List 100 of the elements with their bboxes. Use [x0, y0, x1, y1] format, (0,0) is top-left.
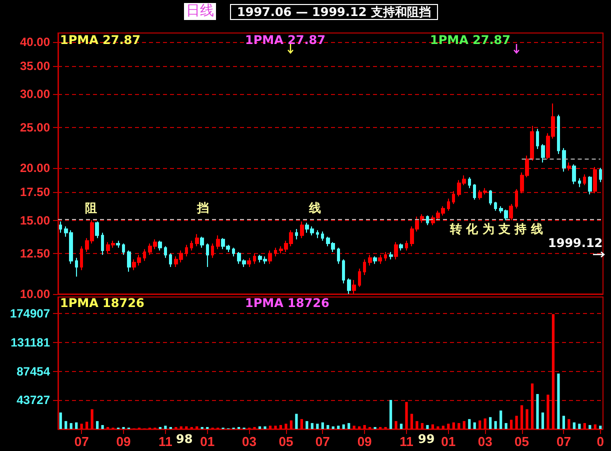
- candlestick: [452, 190, 455, 205]
- x-tick-label: 11: [400, 434, 414, 449]
- bar: [599, 426, 602, 429]
- bar: [426, 425, 429, 429]
- bar: [75, 422, 78, 429]
- candlestick: [337, 247, 340, 264]
- candlestick: [384, 251, 387, 262]
- bar: [578, 424, 581, 429]
- bar: [546, 394, 550, 429]
- bar: [264, 426, 266, 429]
- candlestick: [494, 201, 497, 212]
- bar: [310, 423, 314, 429]
- candlestick: [211, 243, 214, 258]
- bar: [279, 425, 282, 429]
- chart-subtitle: 日线: [184, 3, 216, 20]
- bar: [64, 421, 68, 429]
- bar: [458, 423, 460, 429]
- x-tick-label: 07: [556, 434, 571, 449]
- x-tick-label: 07: [74, 434, 89, 449]
- candlestick: [368, 254, 372, 266]
- bar: [416, 421, 418, 429]
- x-tick-label: 09: [357, 434, 372, 449]
- bar: [326, 425, 330, 429]
- candlestick: [253, 252, 256, 264]
- bar: [405, 402, 408, 429]
- candlestick: [405, 240, 408, 252]
- candlestick: [567, 162, 571, 172]
- candlestick: [399, 243, 403, 252]
- candlestick: [541, 144, 545, 164]
- y-tick-label: 35.00: [20, 59, 50, 74]
- candlestick: [347, 278, 351, 294]
- bar: [284, 424, 288, 429]
- candlestick: [169, 252, 172, 268]
- candlestick: [247, 257, 251, 268]
- candlestick: [530, 125, 534, 162]
- candlestick: [378, 254, 382, 264]
- y-tick-label: 15.00: [20, 213, 50, 228]
- bar: [520, 405, 524, 429]
- bar: [70, 423, 72, 429]
- candlestick: [122, 243, 125, 256]
- bar: [80, 424, 83, 429]
- bar: [526, 409, 528, 429]
- annotation: 1PMA 27.87: [245, 33, 326, 47]
- candlestick: [274, 247, 277, 257]
- bar: [468, 419, 471, 429]
- y-tick-label: 174907: [10, 306, 50, 321]
- bar: [473, 422, 476, 429]
- bar: [59, 412, 62, 429]
- candlestick: [158, 240, 162, 252]
- candlestick: [59, 220, 62, 234]
- candlestick: [164, 246, 167, 258]
- bar: [431, 424, 434, 429]
- bar: [300, 419, 303, 429]
- candlestick: [95, 220, 99, 239]
- candlestick: [190, 240, 193, 252]
- candlestick: [373, 256, 377, 264]
- bar: [420, 423, 424, 429]
- bar: [268, 426, 272, 429]
- bar: [410, 414, 414, 429]
- bar: [515, 416, 518, 429]
- x-tick-label: 09: [116, 434, 131, 449]
- bar: [562, 416, 566, 429]
- bar: [489, 417, 492, 429]
- bar: [530, 383, 534, 429]
- annotation: 1PMA 27.87: [430, 33, 511, 47]
- bar: [389, 400, 392, 429]
- y-tick-label: 12.50: [20, 246, 50, 260]
- bar: [164, 426, 167, 429]
- x-tick-label: 05: [278, 434, 294, 449]
- candlestick: [232, 247, 235, 257]
- x-tick-label: 01: [200, 434, 215, 449]
- x-tick-label: 0: [596, 434, 604, 449]
- y-tick-label: 87454: [16, 364, 50, 378]
- bar: [541, 412, 544, 429]
- text: 99: [418, 432, 435, 446]
- bar: [504, 423, 508, 429]
- y-tick-label: 30.00: [20, 87, 50, 102]
- candlestick: [583, 174, 586, 186]
- candlestick: [116, 240, 120, 248]
- candlestick: [389, 251, 393, 260]
- bar: [316, 424, 319, 429]
- candlestick: [295, 228, 298, 240]
- candlestick: [588, 176, 592, 195]
- annotation: 转 化 为 支 持 线: [450, 222, 543, 236]
- candlestick: [536, 128, 539, 150]
- bar: [274, 426, 277, 429]
- candlestick: [342, 258, 345, 284]
- bar: [348, 423, 350, 429]
- candlestick: [300, 220, 304, 239]
- bar: [568, 419, 570, 429]
- bar: [557, 374, 560, 429]
- bar: [96, 421, 99, 429]
- bar: [321, 422, 324, 429]
- bar: [510, 420, 513, 429]
- bar: [594, 424, 596, 429]
- bar: [447, 424, 450, 429]
- candlestick: [562, 148, 566, 172]
- candlestick: [195, 234, 199, 247]
- bar: [572, 422, 576, 429]
- y-tick-label: 25.00: [20, 120, 50, 134]
